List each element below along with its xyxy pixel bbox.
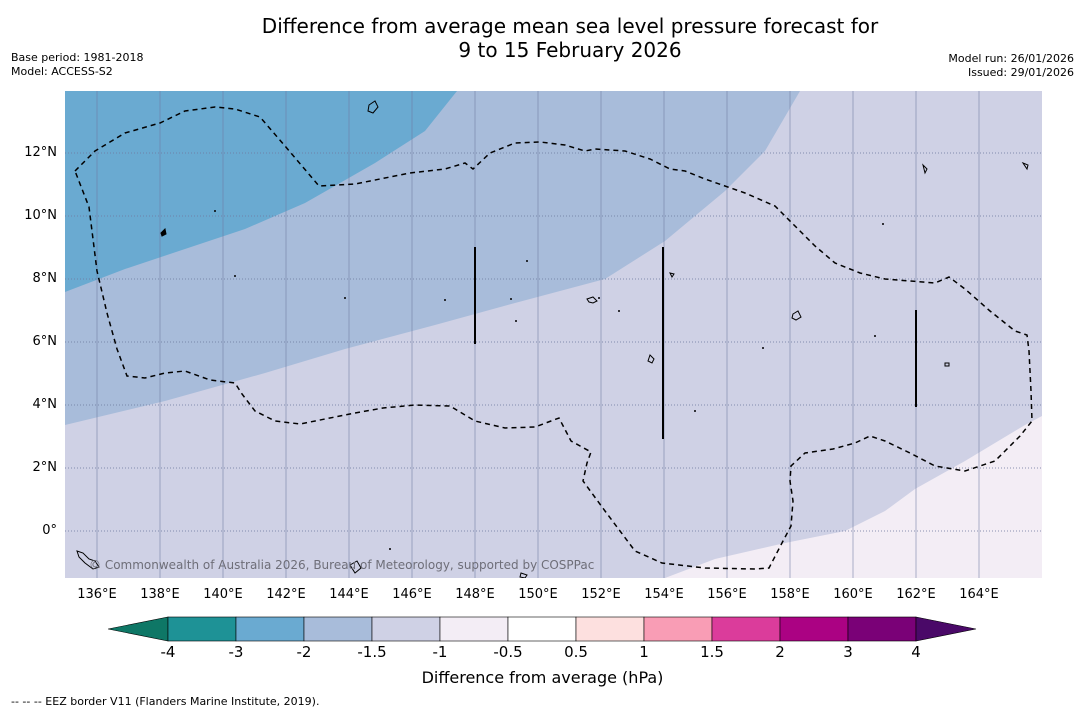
title-line-1: Difference from average mean sea level p… <box>261 14 879 38</box>
issued-date: Issued: 29/01/2026 <box>967 66 1074 79</box>
model-name: Model: ACCESS-S2 <box>11 65 113 78</box>
lon-label-162e: 162°E <box>896 587 936 602</box>
cbar-tick-2: 2 <box>775 643 785 661</box>
map-panel: © Commonwealth of Australia 2026, Bureau… <box>65 91 1042 578</box>
cbar-tick-1: 1 <box>639 643 649 661</box>
lat-label-10n: 10°N <box>24 208 57 223</box>
colorbar-segment-1 <box>235 616 305 642</box>
lon-label-140e: 140°E <box>203 587 243 602</box>
lon-label-148e: 148°E <box>455 587 495 602</box>
colorbar-segment-2 <box>303 616 373 642</box>
lon-label-142e: 142°E <box>266 587 306 602</box>
colorbar <box>108 616 977 642</box>
colorbar-title: Difference from average (hPa) <box>421 668 664 687</box>
chart-title: Difference from average mean sea level p… <box>0 14 1085 62</box>
lon-label-144e: 144°E <box>329 587 369 602</box>
lon-label-160e: 160°E <box>833 587 873 602</box>
cbar-tick-minus1-5: -1.5 <box>357 643 387 661</box>
colorbar-segment-0 <box>167 616 237 642</box>
colorbar-segment-9 <box>779 616 849 642</box>
cbar-tick-3: 3 <box>843 643 853 661</box>
band-minus2 <box>65 91 457 292</box>
eez-footnote: -- -- -- EEZ border V11 (Flanders Marine… <box>11 695 320 708</box>
atolls <box>214 210 884 550</box>
lat-label-12n: 12°N <box>24 145 57 160</box>
lon-label-150e: 150°E <box>518 587 558 602</box>
lon-label-146e: 146°E <box>392 587 432 602</box>
cbar-tick-minus2: -2 <box>296 643 312 661</box>
graticule-lat <box>65 152 1042 532</box>
lat-label-6n: 6°N <box>32 334 58 349</box>
lat-label-2n: 2°N <box>32 460 58 475</box>
lon-label-158e: 158°E <box>770 587 810 602</box>
copyright-notice: © Commonwealth of Australia 2026, Bureau… <box>89 558 595 572</box>
model-run: Model run: 26/01/2026 <box>948 52 1074 65</box>
meta-right: Model run: 26/01/2026 Issued: 29/01/2026 <box>948 52 1074 80</box>
cbar-tick-minus3: -3 <box>228 643 244 661</box>
colorbar-over-arrow <box>915 616 977 642</box>
lon-label-164e: 164°E <box>959 587 999 602</box>
lon-label-152e: 152°E <box>581 587 621 602</box>
colorbar-segment-7 <box>643 616 713 642</box>
cbar-tick-0-5: 0.5 <box>564 643 588 661</box>
title-line-2: 9 to 15 February 2026 <box>458 38 682 62</box>
colorbar-segment-10 <box>847 616 917 642</box>
base-period: Base period: 1981-2018 <box>11 51 144 64</box>
meta-left: Base period: 1981-2018 Model: ACCESS-S2 <box>11 51 143 79</box>
colorbar-segment-4 <box>439 616 509 642</box>
lon-label-156e: 156°E <box>707 587 747 602</box>
lon-label-154e: 154°E <box>644 587 684 602</box>
islands <box>76 100 1029 578</box>
colorbar-segment-6 <box>575 616 645 642</box>
cbar-tick-minus1: -1 <box>432 643 448 661</box>
lat-label-4n: 4°N <box>32 397 58 412</box>
cbar-tick-4: 4 <box>911 643 921 661</box>
colorbar-segment-5 <box>507 616 577 642</box>
lon-label-138e: 138°E <box>140 587 180 602</box>
colorbar-under-arrow <box>108 616 169 642</box>
colorbar-segment-8 <box>711 616 781 642</box>
cbar-tick-minus0-5: -0.5 <box>493 643 523 661</box>
map-canvas <box>65 91 1042 578</box>
band-minus0-5 <box>665 416 1042 578</box>
lon-label-136e: 136°E <box>77 587 117 602</box>
lat-label-8n: 8°N <box>32 271 58 286</box>
lat-label-0: 0° <box>42 523 57 538</box>
colorbar-segment-3 <box>371 616 441 642</box>
eez-internal-lines <box>474 247 917 439</box>
cbar-tick-1-5: 1.5 <box>700 643 724 661</box>
cbar-tick-minus4: -4 <box>160 643 176 661</box>
